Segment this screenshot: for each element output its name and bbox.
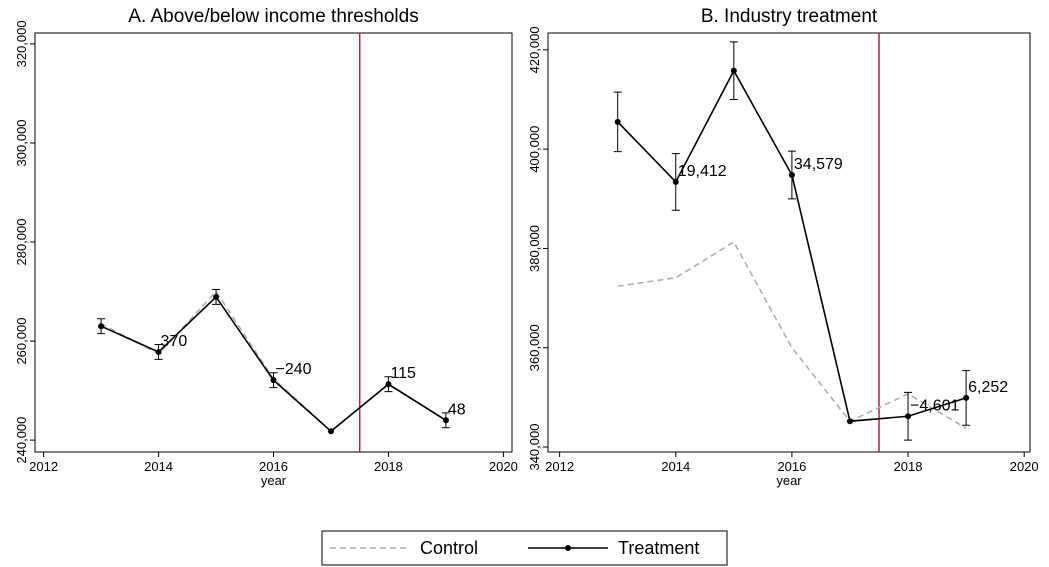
series-line xyxy=(100,290,447,433)
x-tick-label: 2012 xyxy=(29,459,58,474)
plot-frame xyxy=(34,32,513,453)
point xyxy=(963,394,970,401)
legend-label: Control xyxy=(420,538,478,558)
point xyxy=(385,381,392,388)
point xyxy=(672,178,679,185)
series-line xyxy=(100,295,447,433)
y-tick-label: 380,000 xyxy=(527,225,542,272)
point xyxy=(270,377,277,384)
series-line xyxy=(617,69,967,423)
x-tick-label: 2016 xyxy=(777,459,806,474)
legend-marker xyxy=(565,545,571,551)
x-tick-label: 2014 xyxy=(144,459,173,474)
point xyxy=(442,417,449,424)
y-tick-label: 260,000 xyxy=(14,318,29,365)
point xyxy=(788,171,795,178)
difference-label: 115 xyxy=(390,365,416,382)
chart-title: A. Above/below income thresholds xyxy=(128,6,418,27)
y-tick-label: 340,000 xyxy=(527,424,542,471)
y-tick-label: 360,000 xyxy=(527,324,542,371)
difference-label: −4,601 xyxy=(910,397,959,414)
point xyxy=(905,413,912,420)
point xyxy=(155,348,162,355)
difference-label: −240 xyxy=(276,361,312,378)
x-tick-label: 2018 xyxy=(374,459,403,474)
x-tick-label: 2014 xyxy=(661,459,690,474)
x-tick-label: 2012 xyxy=(545,459,574,474)
legend-box xyxy=(321,530,728,566)
y-tick-label: 240,000 xyxy=(14,417,29,464)
point xyxy=(614,118,621,125)
difference-label: 370 xyxy=(161,333,188,350)
difference-label: 19,412 xyxy=(678,163,727,180)
point xyxy=(213,293,220,300)
difference-label: 48 xyxy=(448,401,466,418)
legend-label: Treatment xyxy=(618,538,699,558)
point xyxy=(730,67,737,74)
x-tick-label: 2020 xyxy=(1010,459,1039,474)
x-tick-label: 2020 xyxy=(489,459,518,474)
difference-label: 34,579 xyxy=(794,156,843,173)
y-tick-label: 420,000 xyxy=(527,26,542,73)
x-tick-label: 2016 xyxy=(259,459,288,474)
y-tick-label: 300,000 xyxy=(14,119,29,166)
y-tick-label: 320,000 xyxy=(14,20,29,67)
plot-frame xyxy=(547,32,1031,453)
x-axis-title: year xyxy=(261,473,287,488)
x-axis-title: year xyxy=(776,473,802,488)
point xyxy=(846,418,853,425)
difference-label: 6,252 xyxy=(968,379,1008,396)
y-tick-label: 400,000 xyxy=(527,126,542,173)
y-tick-label: 280,000 xyxy=(14,219,29,266)
x-tick-label: 2018 xyxy=(894,459,923,474)
point xyxy=(327,428,334,435)
chart-title: B. Industry treatment xyxy=(701,6,878,27)
point xyxy=(98,323,105,330)
